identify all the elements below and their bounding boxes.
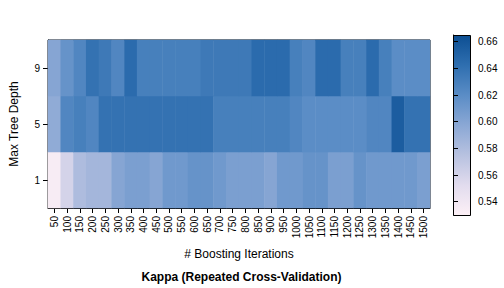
- svg-text:200: 200: [87, 216, 98, 233]
- svg-text:1300: 1300: [367, 216, 378, 239]
- svg-text:Kappa (Repeated Cross-Validati: Kappa (Repeated Cross-Validation): [141, 270, 341, 284]
- svg-text:700: 700: [214, 216, 225, 233]
- svg-text:9: 9: [34, 63, 40, 74]
- svg-text:# Boosting Iterations: # Boosting Iterations: [184, 247, 293, 261]
- svg-text:450: 450: [151, 216, 162, 233]
- svg-text:600: 600: [189, 216, 200, 233]
- svg-text:350: 350: [125, 216, 136, 233]
- svg-text:150: 150: [74, 216, 85, 233]
- svg-text:1: 1: [34, 175, 40, 186]
- svg-text:1050: 1050: [304, 216, 315, 239]
- svg-text:0.56: 0.56: [478, 170, 498, 181]
- svg-text:0.58: 0.58: [478, 143, 498, 154]
- svg-text:850: 850: [253, 216, 264, 233]
- svg-text:900: 900: [265, 216, 276, 233]
- svg-text:50: 50: [49, 216, 60, 228]
- svg-text:5: 5: [34, 119, 40, 130]
- svg-text:950: 950: [278, 216, 289, 233]
- svg-text:1200: 1200: [342, 216, 353, 239]
- svg-text:1500: 1500: [418, 216, 429, 239]
- svg-text:0.66: 0.66: [478, 36, 498, 47]
- svg-text:750: 750: [227, 216, 238, 233]
- svg-text:800: 800: [240, 216, 251, 233]
- svg-text:100: 100: [62, 216, 73, 233]
- svg-text:0.54: 0.54: [478, 196, 498, 207]
- svg-text:650: 650: [202, 216, 213, 233]
- svg-text:1150: 1150: [329, 216, 340, 238]
- svg-text:Max Tree Depth: Max Tree Depth: [7, 81, 21, 166]
- svg-text:300: 300: [113, 216, 124, 233]
- svg-text:1400: 1400: [393, 216, 404, 239]
- svg-text:0.60: 0.60: [478, 116, 498, 127]
- svg-text:1100: 1100: [316, 216, 327, 238]
- svg-text:400: 400: [138, 216, 149, 233]
- svg-text:0.64: 0.64: [478, 63, 498, 74]
- svg-text:1250: 1250: [354, 216, 365, 239]
- svg-text:550: 550: [176, 216, 187, 233]
- svg-text:1350: 1350: [380, 216, 391, 239]
- svg-text:250: 250: [100, 216, 111, 233]
- svg-text:1000: 1000: [291, 216, 302, 239]
- svg-text:500: 500: [163, 216, 174, 233]
- svg-text:0.62: 0.62: [478, 90, 498, 101]
- svg-text:1450: 1450: [405, 216, 416, 239]
